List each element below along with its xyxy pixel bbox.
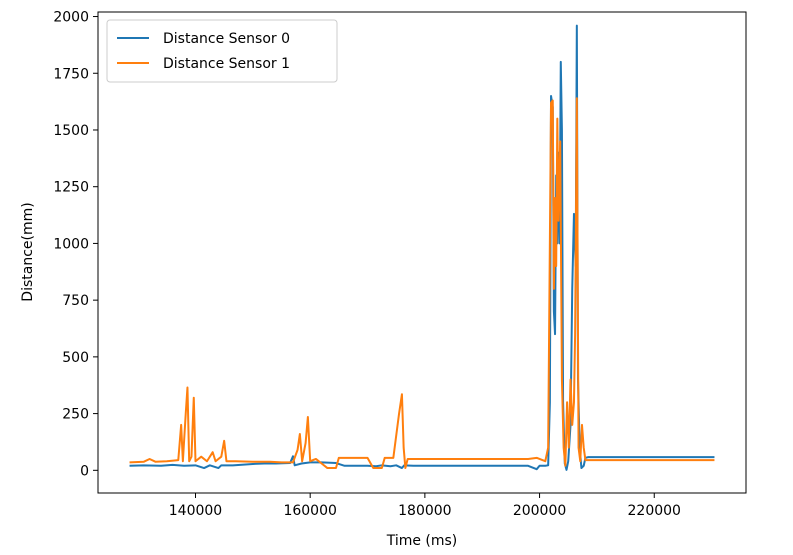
legend: Distance Sensor 0 Distance Sensor 1: [106, 19, 338, 83]
y-tick-label: 0: [80, 463, 89, 479]
y-tick-label: 1250: [53, 180, 89, 196]
legend-label-0: Distance Sensor 0: [163, 31, 290, 47]
y-tick-label: 750: [62, 293, 89, 309]
series-layer: [129, 24, 715, 471]
y-tick-label: 1750: [53, 66, 89, 82]
x-axis: 140000 160000 180000 200000 220000: [169, 493, 681, 519]
series-line-1: [129, 97, 715, 470]
x-tick-label: 180000: [398, 503, 451, 519]
legend-label-1: Distance Sensor 1: [163, 56, 290, 72]
legend-box: [106, 19, 338, 83]
series-line-0: [129, 24, 715, 471]
plot-frame: [97, 11, 747, 494]
x-tick-label: 220000: [628, 503, 681, 519]
y-tick-label: 500: [62, 350, 89, 366]
y-tick-label: 1500: [53, 123, 89, 139]
y-axis-title: Distance(mm): [20, 202, 36, 301]
x-tick-label: 160000: [283, 503, 336, 519]
y-tick-label: 250: [62, 407, 89, 423]
x-axis-title: Time (ms): [386, 533, 458, 549]
x-tick-label: 200000: [513, 503, 566, 519]
x-tick-label: 140000: [169, 503, 222, 519]
y-tick-label: 1000: [53, 236, 89, 252]
y-axis: 0 250 500 750 1000 1250 1500 1750 2000: [53, 10, 98, 479]
y-tick-label: 2000: [53, 10, 89, 26]
